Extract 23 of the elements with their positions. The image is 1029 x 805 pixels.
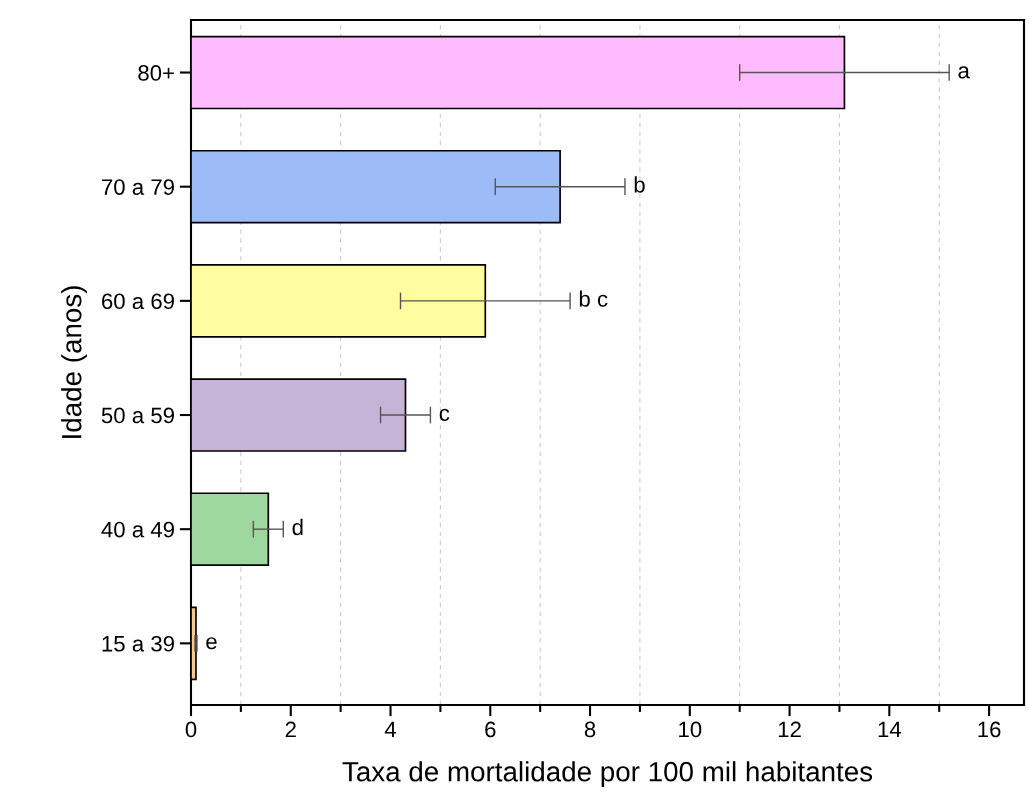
x-tick-label: 0 (185, 721, 197, 738)
annotation: b (634, 176, 645, 193)
annotation: e (206, 637, 217, 650)
y-tick-label: 15 a 39 (102, 635, 174, 652)
y-tick-label: 70 a 79 (102, 179, 174, 195)
annotation: c (439, 408, 450, 421)
x-tick-label: 16 (978, 721, 1001, 738)
x-axis-title: Taxa de mortalidade por 100 mil habitantes (342, 761, 873, 788)
x-tick-label: 10 (679, 721, 702, 738)
annotation: b c (579, 290, 608, 307)
x-tick-label: 8 (584, 721, 596, 738)
y-tick-label: 50 a 59 (101, 407, 174, 424)
annotation: a (958, 66, 970, 79)
y-axis-title: Idade (anos) (61, 286, 87, 438)
x-tick-label: 14 (878, 721, 902, 738)
annotation: d (292, 518, 303, 536)
y-tick-label: 60 a 69 (102, 293, 174, 310)
x-tick-label: 2 (285, 721, 296, 738)
x-tick-label: 6 (485, 721, 496, 738)
y-tick-label: 80+ (138, 65, 174, 81)
y-tick-label: 40 a 49 (101, 521, 174, 538)
x-tick-label: 4 (384, 721, 397, 738)
x-tick-label: 12 (778, 721, 801, 738)
